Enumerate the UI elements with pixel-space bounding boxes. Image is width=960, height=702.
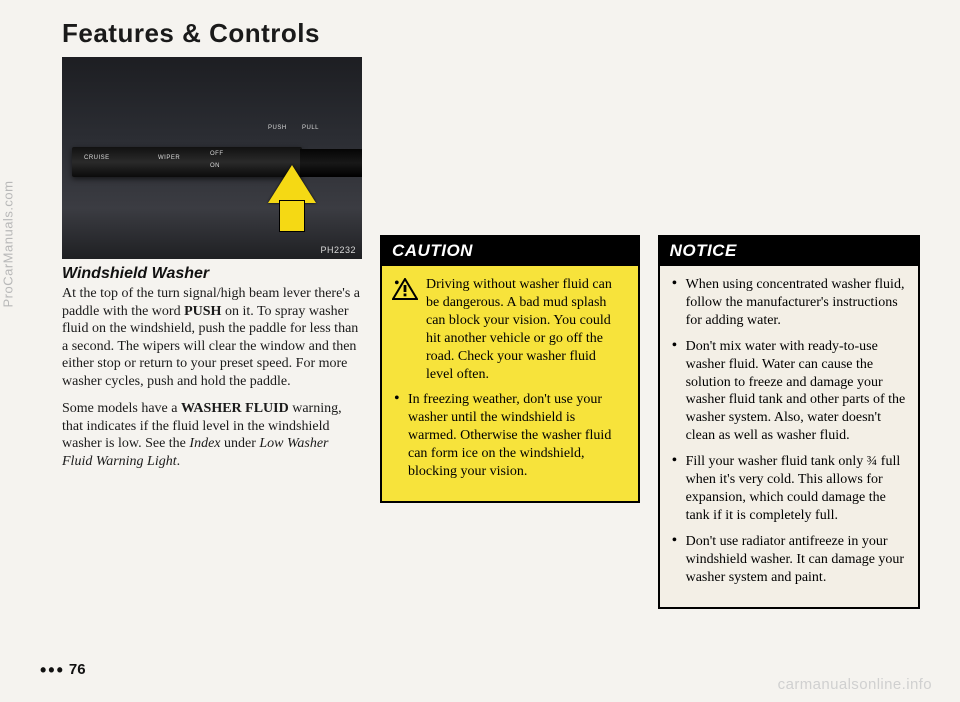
page-title: Features & Controls — [62, 18, 920, 49]
page-number-value: 76 — [69, 661, 86, 678]
label-cruise: CRUISE — [84, 155, 110, 161]
caution-list: Driving without washer fluid can be dang… — [394, 276, 626, 481]
para2-bold: WASHER FLUID — [181, 401, 289, 416]
label-wiper: WIPER — [158, 155, 180, 161]
page-number-dots: ••• — [40, 660, 65, 680]
label-off: OFF — [210, 151, 224, 157]
caution-title: CAUTION — [382, 237, 638, 266]
notice-item-2: Don't mix water with ready-to-use washer… — [672, 338, 906, 445]
section-heading: Windshield Washer — [62, 265, 362, 283]
notice-item-3: Fill your washer fluid tank only ¾ full … — [672, 453, 906, 525]
caution-item-1: Driving without washer fluid can be dang… — [394, 276, 626, 383]
wiper-lever-photo: CRUISE WIPER OFF ON PUSH PULL PH2232 — [62, 57, 362, 259]
notice-body: When using concentrated washer fluid, fo… — [660, 266, 918, 607]
notice-item-4-text: Don't use radiator antifreeze in your wi… — [686, 534, 905, 585]
arrow-icon — [268, 165, 316, 203]
section-para-1: At the top of the turn signal/high beam … — [62, 285, 362, 390]
column-3: NOTICE When using concentrated washer fl… — [658, 57, 920, 609]
notice-list: When using concentrated washer fluid, fo… — [672, 276, 906, 587]
label-push: PUSH — [268, 125, 287, 131]
sidebar-watermark: ProCarManuals.com — [1, 181, 16, 308]
column-1: CRUISE WIPER OFF ON PUSH PULL PH2232 Win… — [62, 57, 362, 609]
label-pull: PULL — [302, 125, 319, 131]
caution-item-2: In freezing weather, don't use your wash… — [394, 391, 626, 481]
page-number: •••76 — [40, 660, 86, 681]
notice-item-3-text: Fill your washer fluid tank only ¾ full … — [686, 454, 901, 523]
caution-item-1-text: Driving without washer fluid can be dang… — [426, 277, 612, 382]
para2-text-d: . — [177, 454, 181, 469]
notice-box: NOTICE When using concentrated washer fl… — [658, 235, 920, 609]
column-2: CAUTION Driving without washer f — [380, 57, 640, 609]
para2-text-a: Some models have a — [62, 401, 181, 416]
para1-bold: PUSH — [184, 304, 221, 319]
para2-italic-1: Index — [189, 436, 220, 451]
para2-text-c: under — [221, 436, 260, 451]
notice-item-1: When using concentrated washer fluid, fo… — [672, 276, 906, 330]
section-para-2: Some models have a WASHER FLUID warning,… — [62, 400, 362, 470]
content-columns: CRUISE WIPER OFF ON PUSH PULL PH2232 Win… — [62, 57, 920, 609]
caution-item-2-text: In freezing weather, don't use your wash… — [408, 392, 611, 479]
caution-body: Driving without washer fluid can be dang… — [382, 266, 638, 501]
notice-item-2-text: Don't mix water with ready-to-use washer… — [686, 339, 906, 444]
notice-item-1-text: When using concentrated washer fluid, fo… — [686, 277, 905, 328]
notice-title: NOTICE — [660, 237, 918, 266]
arrow-stem — [280, 201, 304, 231]
manual-page: ProCarManuals.com Features & Controls CR… — [0, 0, 960, 609]
caution-box: CAUTION Driving without washer f — [380, 235, 640, 503]
photo-id: PH2232 — [320, 245, 356, 255]
label-on: ON — [210, 163, 220, 169]
warning-triangle-icon — [392, 278, 418, 300]
footer-watermark: carmanualsonline.info — [778, 676, 932, 693]
notice-item-4: Don't use radiator antifreeze in your wi… — [672, 533, 906, 587]
